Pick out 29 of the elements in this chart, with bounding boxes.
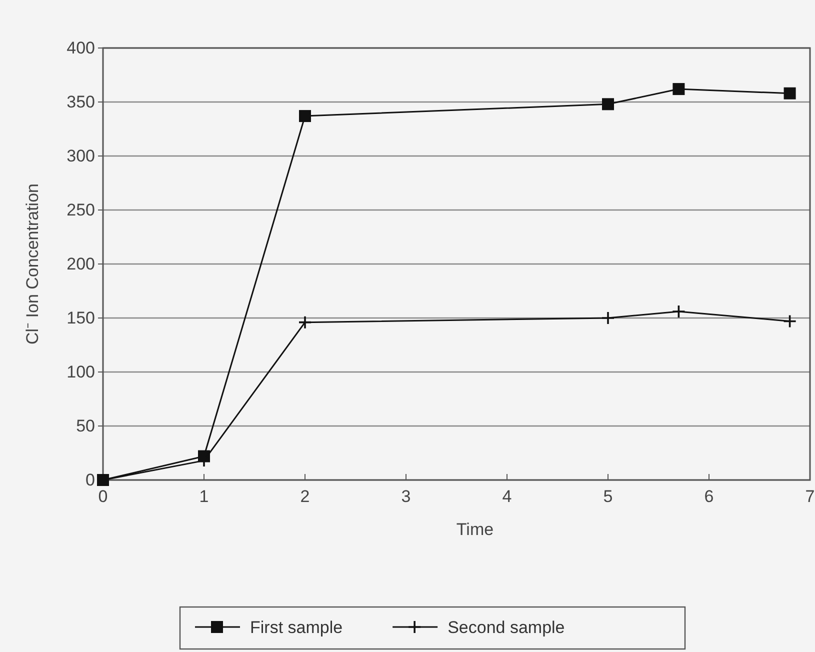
x-tick-label: 2: [300, 487, 310, 506]
y-tick-label: 0: [86, 470, 95, 490]
legend-label: First sample: [250, 618, 343, 637]
point: [784, 87, 796, 100]
y-tick-label: 300: [66, 146, 95, 166]
point: [299, 110, 311, 122]
y-tick-label: 100: [66, 362, 95, 382]
y-tick-label: 200: [66, 254, 95, 274]
x-tick-label: 1: [199, 487, 209, 506]
point: [782, 314, 797, 328]
x-tick-label: 0: [98, 487, 108, 506]
point: [672, 83, 685, 96]
point: [672, 304, 686, 318]
y-tick-label: 400: [66, 38, 95, 58]
x-tick-label: 7: [805, 487, 815, 506]
y-tick-label: 50: [76, 416, 95, 436]
y-axis-title: Cl⁻ Ion Concentration: [23, 184, 42, 344]
point: [602, 98, 614, 110]
y-tick-label: 350: [66, 92, 95, 112]
x-tick-label: 6: [704, 487, 714, 506]
x-axis-title: Time: [456, 520, 494, 539]
point: [601, 311, 615, 325]
y-tick-label: 250: [66, 200, 95, 220]
x-tick-label: 4: [502, 487, 512, 506]
x-tick-label: 3: [401, 487, 411, 506]
point: [298, 315, 312, 330]
legend-label: Second sample: [448, 618, 565, 637]
y-tick-label: 150: [66, 308, 95, 328]
x-tick-label: 5: [603, 487, 613, 506]
